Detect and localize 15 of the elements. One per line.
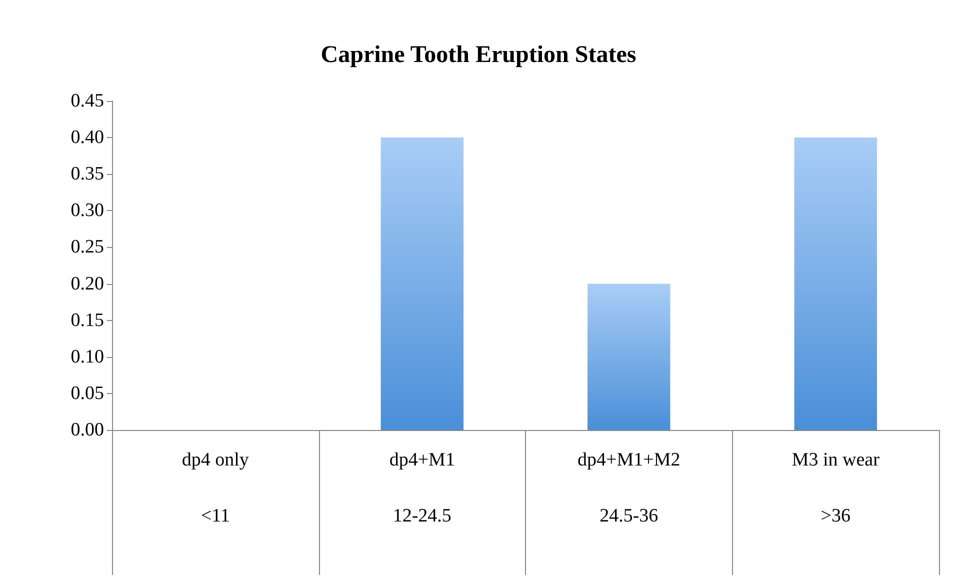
category-label: dp4 only <11 <box>182 450 249 526</box>
category-label: dp4+M1+M2 24.5-36 <box>578 450 680 526</box>
y-tick-label: 0.00 <box>70 420 104 440</box>
category-label: M3 in wear >36 <box>792 450 880 526</box>
y-tick-label: 0.20 <box>70 273 104 294</box>
chart-title: Caprine Tooth Eruption States <box>320 42 636 68</box>
y-tick-label: 0.25 <box>70 236 104 258</box>
category-label: dp4+M1 12-24.5 <box>389 450 455 526</box>
y-tick-label: 0.30 <box>70 200 104 222</box>
y-tick-label: 0.40 <box>70 127 104 148</box>
y-tick-label: 0.15 <box>70 310 104 331</box>
y-tick-label: 0.35 <box>70 164 104 185</box>
y-tick-label: 0.45 <box>70 90 104 112</box>
y-tick-label: 0.05 <box>70 382 104 404</box>
y-tick-label: 0.10 <box>70 346 104 368</box>
